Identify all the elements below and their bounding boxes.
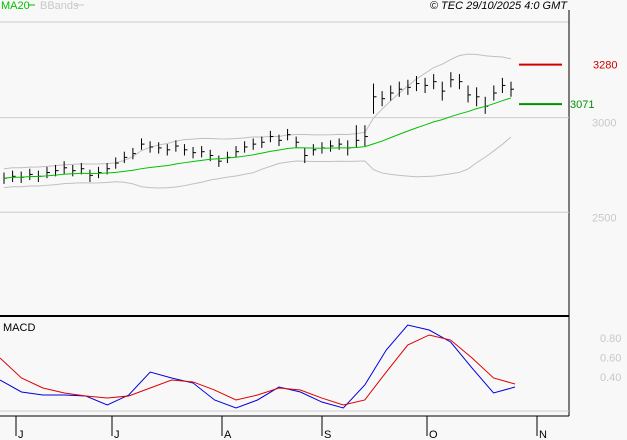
price-tick-label: 2500 xyxy=(592,212,616,224)
x-tick-label: J xyxy=(114,429,120,440)
macd-tick-label: 0.80 xyxy=(600,333,621,345)
bollinger-upper xyxy=(3,53,512,170)
ma20-line xyxy=(3,97,512,179)
macd-title: MACD xyxy=(3,322,35,334)
price-tick-label: 3000 xyxy=(592,118,616,130)
macd-tick-label: 0.60 xyxy=(600,352,621,364)
x-tick-label: O xyxy=(429,429,438,440)
copyright: © TEC 29/10/2025 4:0 GMT xyxy=(430,0,568,12)
x-tick-label: S xyxy=(324,429,331,440)
x-tick-label: N xyxy=(539,429,547,440)
x-tick-label: A xyxy=(224,429,232,440)
legend-bbands: BBands xyxy=(40,0,79,12)
x-tick-label: J xyxy=(18,429,24,440)
legend-ma20: MA20 xyxy=(1,0,30,12)
resistance-label: 3280 xyxy=(593,60,617,72)
support-label: 3071 xyxy=(570,99,594,111)
bollinger-lower xyxy=(3,136,512,189)
signal-line xyxy=(0,334,516,406)
macd-tick-label: 0.40 xyxy=(600,372,621,384)
